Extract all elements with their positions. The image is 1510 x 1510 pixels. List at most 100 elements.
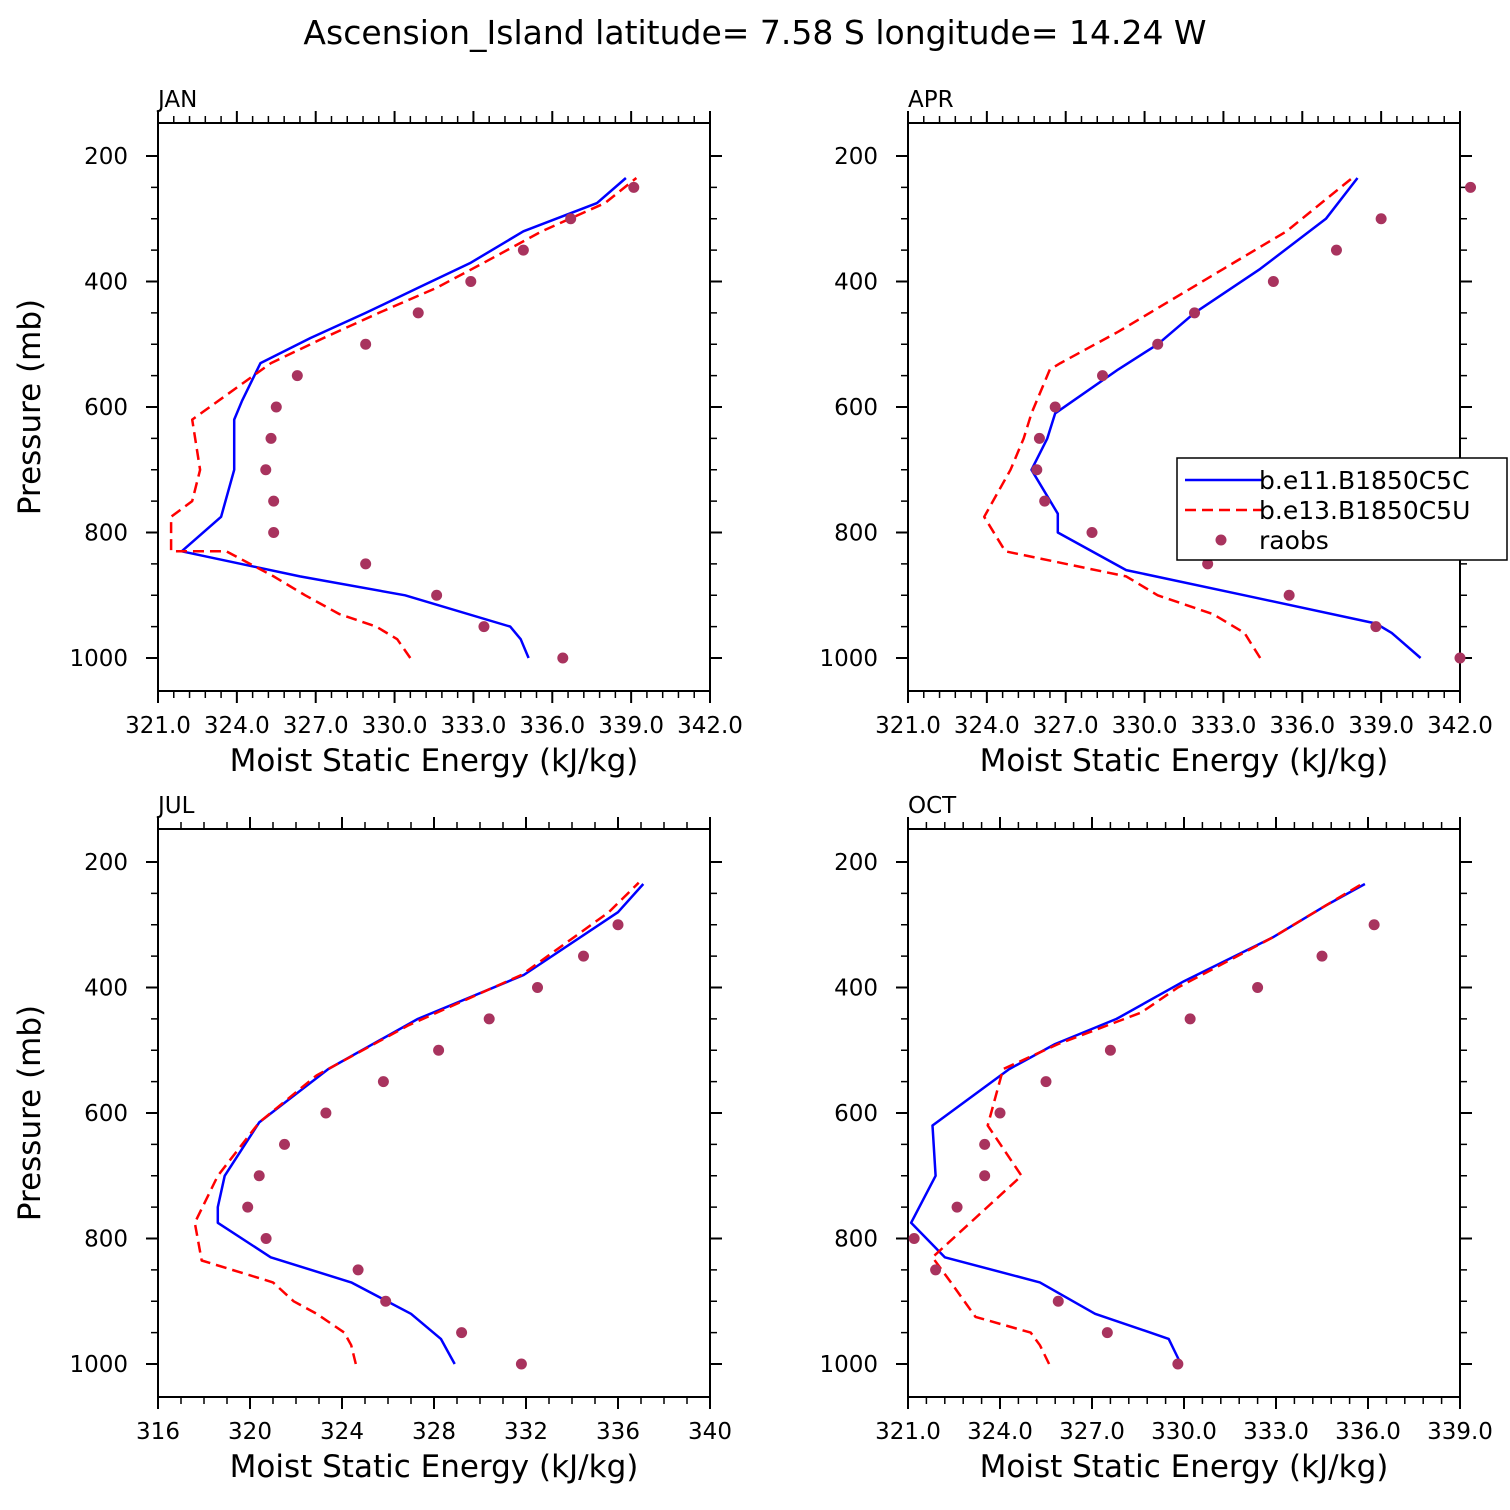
raobs-point: [380, 1295, 392, 1307]
raobs-point: [1368, 919, 1380, 931]
x-tick-label: 330.0: [362, 713, 428, 739]
panel-jul: 316 320 324 328 332 336 340 1000 800 600 400 200 JUL…: [12, 793, 732, 1485]
y-tick-label: 400: [834, 270, 878, 296]
figure-title: Ascension_Island latitude= 7.58 S longit…: [303, 13, 1206, 52]
y-tick-label: 1000: [819, 1352, 878, 1378]
x-tick-label: 333.0: [1190, 713, 1256, 739]
y-tick-label: 800: [84, 1227, 128, 1253]
raobs-point: [1049, 401, 1061, 413]
raobs-point: [465, 276, 477, 287]
raobs-point: [532, 982, 543, 993]
b-e13-line: [169, 177, 638, 659]
raobs-point: [628, 181, 640, 193]
raobs-point: [1370, 621, 1382, 633]
raobs-point: [1052, 1295, 1064, 1307]
x-tick-label: 336: [596, 1419, 640, 1445]
raobs-point: [483, 1013, 495, 1025]
panel-title: JAN: [156, 87, 197, 113]
raobs-point: [320, 1107, 332, 1119]
b-e13-line: [982, 177, 1353, 659]
b-e11-line: [180, 177, 627, 659]
raobs-point: [1189, 307, 1201, 319]
x-tick-label: 328: [412, 1419, 456, 1445]
y-tick-label: 200: [834, 850, 878, 876]
y-tick-label: 200: [84, 144, 128, 170]
x-tick-label: 333.0: [1243, 1419, 1309, 1445]
y-tick-label: 600: [84, 1101, 128, 1127]
y-tick-label: 200: [834, 144, 878, 170]
y-tick-label: 1000: [69, 1352, 128, 1378]
x-tick-label: 342.0: [1427, 713, 1493, 739]
raobs-point: [1031, 464, 1043, 476]
y-tick-label: 400: [834, 976, 878, 1002]
raobs-point: [360, 338, 372, 350]
y-tick-label: 1000: [819, 646, 878, 672]
x-tick-label: 327.0: [1033, 713, 1099, 739]
plot-frame: [157, 828, 711, 1398]
raobs-point: [260, 464, 272, 476]
y-tick-label: 600: [834, 395, 878, 421]
raobs-point: [412, 307, 424, 319]
panel-oct: 321.0 324.0 327.0 330.0 333.0 336.0 339.0 1000 8…: [819, 793, 1492, 1485]
raobs-point: [612, 919, 624, 931]
y-axis-label: Pressure (mb): [12, 299, 48, 515]
y-tick-label: 800: [834, 1227, 878, 1253]
raobs-point: [1375, 213, 1387, 225]
y-tick-label: 400: [84, 270, 128, 296]
raobs-point: [1252, 982, 1264, 993]
raobs-point: [979, 1138, 991, 1150]
raobs-point: [291, 370, 303, 382]
x-tick-label: 336.0: [519, 713, 585, 739]
y-tick-label: 800: [834, 521, 878, 547]
raobs-point: [265, 432, 277, 444]
panel-title: OCT: [908, 793, 957, 819]
raobs-point: [517, 244, 529, 256]
raobs-point: [1101, 1327, 1113, 1339]
legend-marker-raobs: [1215, 534, 1227, 546]
x-tick-label: 320: [228, 1419, 272, 1445]
raobs-point: [360, 558, 372, 570]
panel-title: APR: [908, 87, 954, 113]
x-tick-label: 324.0: [954, 713, 1020, 739]
x-tick-label: 324.0: [967, 1419, 1033, 1445]
x-axis-label: Moist Static Energy (kJ/kg): [230, 1449, 639, 1485]
raobs-point: [1465, 181, 1477, 193]
legend-label: b.e11.B1850C5C: [1259, 466, 1470, 495]
panel-jan: 321.0 324.0 327.0 330.0 333.0 336.0 339.0 342.0…: [12, 87, 743, 779]
raobs-point: [1033, 432, 1045, 444]
x-tick-label: 332: [504, 1419, 548, 1445]
x-tick-label: 340: [688, 1419, 732, 1445]
raobs-point: [1184, 1013, 1196, 1025]
raobs-point: [1316, 950, 1328, 962]
raobs-point: [994, 1107, 1006, 1119]
x-tick-label: 342.0: [677, 713, 743, 739]
x-axis-label: Moist Static Energy (kJ/kg): [230, 743, 639, 779]
raobs-point: [431, 589, 443, 601]
x-tick-label: 339.0: [598, 713, 664, 739]
raobs-point: [979, 1170, 991, 1182]
raobs-point: [557, 652, 569, 664]
x-tick-label: 330.0: [1112, 713, 1178, 739]
raobs-point: [456, 1327, 468, 1339]
raobs-point: [270, 401, 282, 413]
plot-frame: [907, 122, 1461, 692]
legend-box: [1176, 457, 1508, 561]
raobs-point: [1039, 495, 1051, 507]
y-tick-label: 1000: [69, 646, 128, 672]
raobs-point: [1283, 589, 1295, 601]
raobs-point: [268, 495, 280, 507]
panel-apr: 321.0 324.0 327.0 330.0 333.0 336.0 339.0 342.0…: [819, 87, 1508, 779]
x-tick-label: 324.0: [204, 713, 270, 739]
x-tick-label: 333.0: [440, 713, 506, 739]
x-tick-label: 321.0: [875, 1419, 941, 1445]
raobs-point: [515, 1358, 527, 1370]
x-tick-label: 336.0: [1335, 1419, 1401, 1445]
raobs-point: [1040, 1076, 1052, 1088]
x-tick-label: 316: [136, 1419, 180, 1445]
raobs-point: [253, 1170, 265, 1182]
raobs-point: [377, 1076, 389, 1088]
b-e13-line: [931, 882, 1363, 1365]
raobs-point: [433, 1044, 445, 1056]
